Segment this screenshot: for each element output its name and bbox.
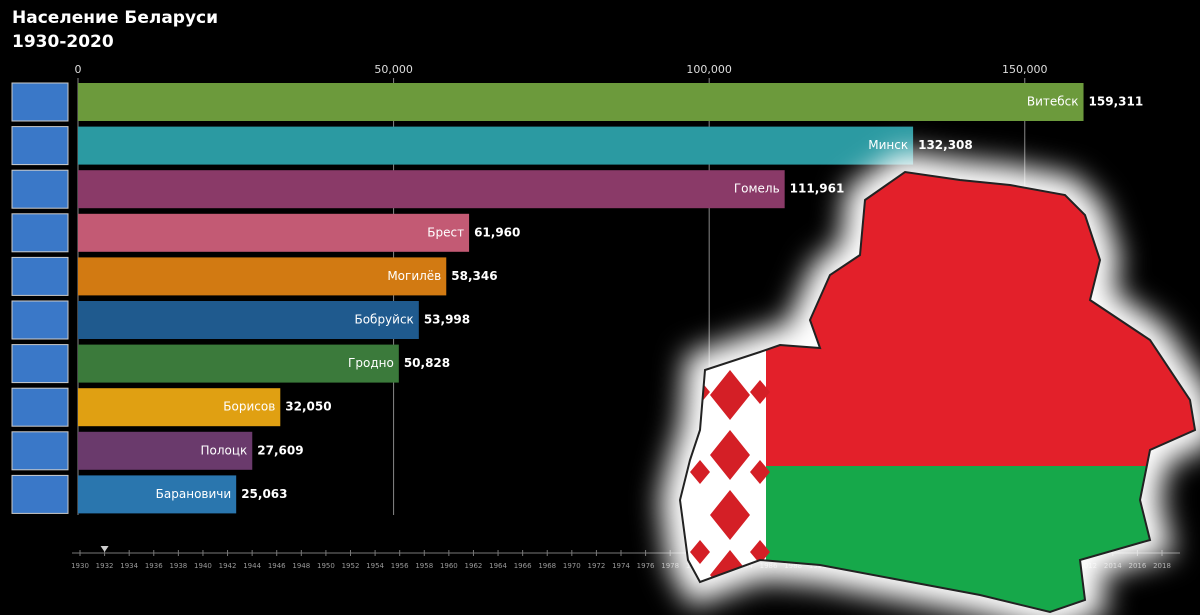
coat-of-arms <box>11 126 69 166</box>
timeline-label: 1964 <box>489 562 507 570</box>
timeline-label: 1930 <box>71 562 89 570</box>
timeline-label: 1974 <box>612 562 630 570</box>
value-label: 25,063 <box>241 487 287 501</box>
timeline-label: 1934 <box>120 562 138 570</box>
value-label: 58,346 <box>451 269 497 283</box>
bar <box>78 83 1084 121</box>
value-label: 132,308 <box>918 138 973 152</box>
value-label: 32,050 <box>285 400 331 414</box>
category-label: Барановичи <box>156 487 232 501</box>
category-label: Витебск <box>1027 95 1079 109</box>
value-label: 50,828 <box>404 356 450 370</box>
timeline-label: 1968 <box>538 562 556 570</box>
coat-of-arms <box>11 344 69 384</box>
category-label: Могилёв <box>387 269 441 283</box>
category-label: Брест <box>427 225 464 239</box>
timeline-label: 1946 <box>268 562 286 570</box>
value-label: 111,961 <box>790 182 845 196</box>
timeline-label: 2018 <box>1153 562 1171 570</box>
timeline-label: 1944 <box>243 562 261 570</box>
coat-of-arms <box>11 431 69 471</box>
chart-subtitle: 1930-2020 <box>12 32 114 52</box>
x-tick-label: 50,000 <box>374 63 413 76</box>
map-border <box>678 170 1197 614</box>
coat-of-arms <box>11 82 69 122</box>
bar <box>78 431 253 470</box>
chart-title: Население Беларуси <box>12 8 218 28</box>
timeline-label: 1942 <box>219 562 237 570</box>
timeline-label: 1940 <box>194 562 212 570</box>
bar <box>78 388 281 427</box>
timeline-label: 1958 <box>415 562 433 570</box>
x-tick-label: 150,000 <box>1002 63 1048 76</box>
timeline-label: 1962 <box>465 562 483 570</box>
coat-of-arms <box>11 169 69 209</box>
category-label: Гомель <box>734 182 780 196</box>
coat-of-arms <box>11 213 69 253</box>
value-label: 159,311 <box>1089 95 1144 109</box>
bar <box>78 475 237 514</box>
x-tick-label: 0 <box>75 63 82 76</box>
coat-of-arms <box>11 256 69 296</box>
category-label: Борисов <box>223 400 275 414</box>
timeline-label: 1970 <box>563 562 581 570</box>
timeline-label: 1936 <box>145 562 163 570</box>
timeline-label: 1960 <box>440 562 458 570</box>
x-tick-label: 100,000 <box>686 63 732 76</box>
bar <box>78 344 399 383</box>
bar <box>78 126 914 165</box>
timeline-label: 1966 <box>514 562 532 570</box>
timeline-label: 1976 <box>637 562 655 570</box>
timeline-label: 1972 <box>587 562 605 570</box>
coat-of-arms <box>11 300 69 340</box>
bar <box>78 301 419 339</box>
timeline-marker <box>100 546 109 552</box>
bar <box>78 257 447 296</box>
timeline-label: 1938 <box>169 562 187 570</box>
category-label: Гродно <box>348 356 394 370</box>
category-label: Минск <box>868 138 908 152</box>
timeline-label: 1950 <box>317 562 335 570</box>
coat-of-arms <box>11 474 69 514</box>
value-label: 27,609 <box>257 443 303 457</box>
bar <box>78 213 470 252</box>
coat-of-arms <box>11 387 69 427</box>
timeline-label: 1952 <box>342 562 360 570</box>
value-label: 61,960 <box>474 225 520 239</box>
timeline-label: 1948 <box>292 562 310 570</box>
timeline-label: 2016 <box>1128 562 1146 570</box>
timeline-label: 1932 <box>96 562 114 570</box>
value-label: 53,998 <box>424 313 470 327</box>
category-label: Бобруйск <box>354 313 413 327</box>
category-label: Полоцк <box>200 443 247 457</box>
bar <box>78 170 785 209</box>
timeline-label: 1954 <box>366 562 384 570</box>
timeline-label: 1956 <box>391 562 409 570</box>
